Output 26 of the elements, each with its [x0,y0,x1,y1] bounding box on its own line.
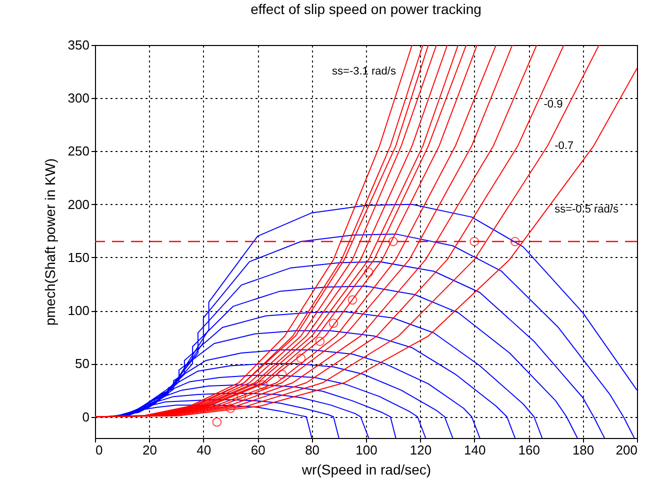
x-tick-label: 20 [142,442,157,458]
x-tick-label: 120 [410,442,432,458]
x-axis-title: wr(Speed in rad/sec) [300,462,432,478]
y-axis-title: pmech(Shaft power in KW) [42,158,58,326]
annotation: -0.9 [544,98,563,110]
y-tick-label: 50 [75,356,90,372]
annotation: ss=-0.5 rad/s [554,204,619,216]
x-tick-label: 80 [305,442,320,458]
x-tick-label: 140 [464,442,486,458]
annotation: -0.7 [554,140,574,152]
y-tick-label: 200 [68,196,90,212]
x-tick-label: 40 [196,442,212,458]
y-tick-label: 300 [68,90,90,106]
x-tick-label: 200 [616,442,638,458]
y-tick-label: 250 [68,144,90,159]
x-tick-label: 180 [572,442,594,458]
y-tick-label: 350 [68,38,90,52]
x-tick-label: 60 [250,442,266,458]
annotation: ss=-3.1 rad/s [332,66,396,78]
x-tick-label: 100 [356,442,378,458]
y-tick-label: 150 [68,250,90,265]
y-tick-label: 100 [68,303,90,318]
x-tick-label: 160 [518,442,540,458]
chart-title: effect of slip speed on power tracking [250,1,482,17]
y-tick-label: 0 [82,409,90,424]
x-tick-label: 0 [96,442,103,458]
